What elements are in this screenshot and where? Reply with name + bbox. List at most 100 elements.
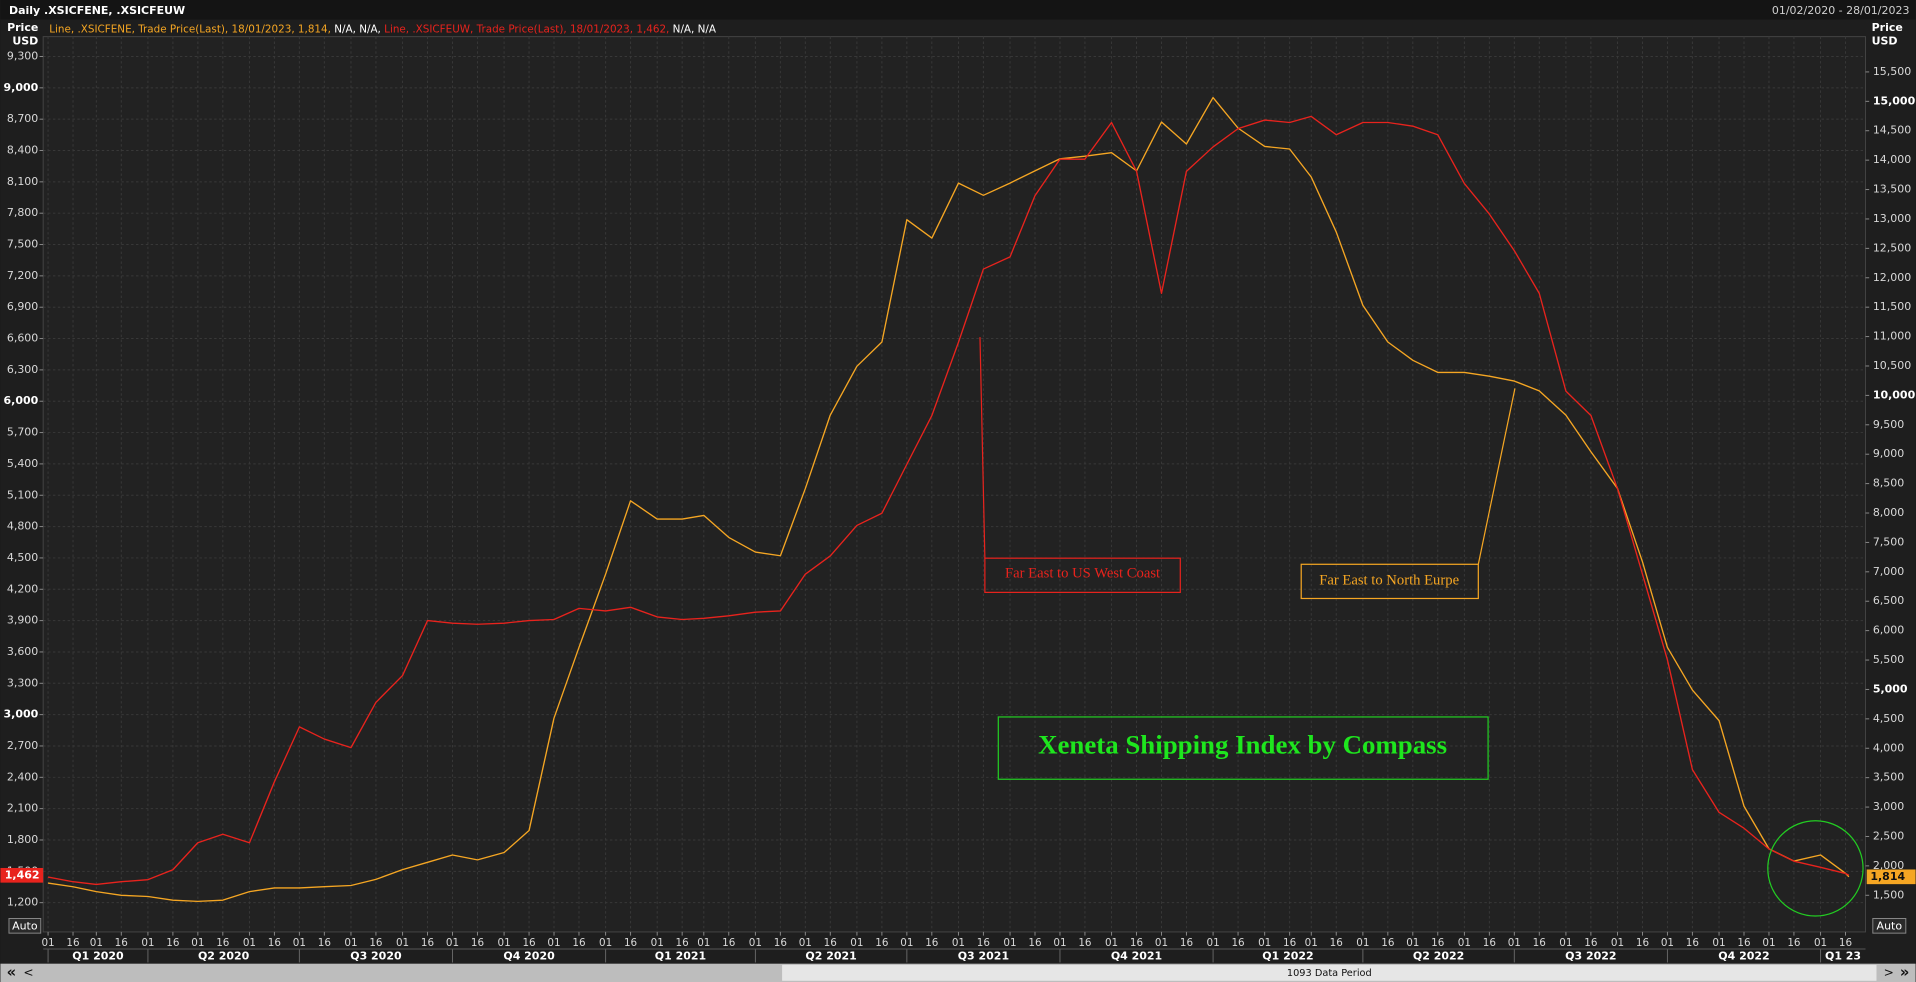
y2-axis-title: Price bbox=[1872, 21, 1903, 34]
auto-button-label[interactable]: Auto bbox=[12, 919, 38, 932]
legend: Line, .XSICFENE, Trade Price(Last), 18/0… bbox=[49, 23, 717, 35]
y2-tick-label: 13,000 bbox=[1873, 212, 1911, 225]
x-tick-label: 01 bbox=[1406, 937, 1419, 949]
x-tick-label: 16 bbox=[1584, 937, 1597, 949]
x-tick-label: 16 bbox=[268, 937, 281, 949]
annotation-connector bbox=[979, 337, 986, 559]
y2-tick-label: 8,500 bbox=[1873, 477, 1904, 490]
last-value-tag bbox=[0, 867, 44, 883]
scrollbar-thumb[interactable] bbox=[782, 964, 1877, 981]
y2-tick-label: 6,000 bbox=[1873, 624, 1904, 637]
y-tick-label: 3,600 bbox=[7, 645, 38, 658]
legend-entry: Line, .XSICFENE, Trade Price(Last), 18/0… bbox=[49, 23, 331, 35]
x-tick-label: 16 bbox=[1283, 937, 1296, 949]
x-tick-label: 16 bbox=[1839, 937, 1852, 949]
x-tick-label: 01 bbox=[1611, 937, 1624, 949]
y2-tick-label: 2,500 bbox=[1873, 829, 1904, 842]
quarter-label: Q3 2022 bbox=[1565, 949, 1616, 962]
x-tick-label: 16 bbox=[722, 937, 735, 949]
quarter-label: Q1 2020 bbox=[72, 949, 124, 962]
x-tick-label: 01 bbox=[396, 937, 409, 949]
y-tick-label: 5,700 bbox=[7, 426, 38, 439]
legend-suffix: N/A, N/A bbox=[673, 23, 717, 35]
x-tick-label: 01 bbox=[1458, 937, 1471, 949]
quarter-label: Q1 2022 bbox=[1262, 949, 1313, 962]
x-tick-label: 16 bbox=[369, 937, 382, 949]
x-tick-label: 16 bbox=[1636, 937, 1649, 949]
y-tick-label: 9,300 bbox=[7, 49, 38, 62]
y-tick-label: 2,700 bbox=[7, 739, 38, 752]
x-tick-label: 16 bbox=[66, 937, 79, 949]
y-tick-label: 5,400 bbox=[7, 457, 38, 470]
x-tick-label: 16 bbox=[1231, 937, 1244, 949]
x-tick-label: 16 bbox=[1737, 937, 1750, 949]
auto-button-label[interactable]: Auto bbox=[1877, 919, 1903, 932]
y2-tick-label: 14,500 bbox=[1873, 124, 1911, 137]
y-tick-label: 6,000 bbox=[4, 394, 39, 407]
x-tick-label: 01 bbox=[1814, 937, 1827, 949]
x-tick-label: 01 bbox=[599, 937, 612, 949]
y-tick-label: 4,500 bbox=[7, 551, 38, 564]
y2-tick-label: 3,000 bbox=[1873, 800, 1904, 813]
scrollbar-label: 1093 Data Period bbox=[1287, 968, 1372, 979]
annotation: Far East to North Eurpe bbox=[1319, 573, 1459, 589]
x-tick-label: 01 bbox=[1305, 937, 1318, 949]
x-tick-label: 01 bbox=[1661, 937, 1674, 949]
y-tick-label: 8,400 bbox=[7, 144, 38, 157]
annotation-box bbox=[1300, 563, 1479, 600]
scroll-last[interactable]: » bbox=[1900, 964, 1909, 981]
y-tick-label: 2,400 bbox=[7, 770, 38, 783]
x-tick-label: 01 bbox=[1508, 937, 1521, 949]
x-tick-label: 16 bbox=[1130, 937, 1143, 949]
scroll-prev[interactable]: < bbox=[23, 965, 33, 979]
y2-tick-label: 11,500 bbox=[1873, 300, 1911, 313]
x-tick-label: 01 bbox=[900, 937, 913, 949]
x-tick-label: 01 bbox=[799, 937, 812, 949]
y-tick-label: 7,500 bbox=[7, 238, 38, 251]
annotation: Xeneta Shipping Index by Compass bbox=[1038, 730, 1447, 760]
x-tick-label: 01 bbox=[1206, 937, 1219, 949]
x-tick-label: 16 bbox=[318, 937, 331, 949]
y2-tick-label: 14,000 bbox=[1873, 153, 1911, 166]
x-tick-label: 01 bbox=[497, 937, 510, 949]
scroll-next[interactable]: > bbox=[1884, 965, 1894, 979]
x-tick-label: 16 bbox=[421, 937, 434, 949]
x-tick-label: 01 bbox=[697, 937, 710, 949]
y2-tick-label: 4,500 bbox=[1873, 712, 1904, 725]
y-tick-label: 3,300 bbox=[7, 676, 38, 689]
x-tick-label: 16 bbox=[216, 937, 229, 949]
quarter-label: Q2 2020 bbox=[198, 949, 250, 962]
quarter-label: Q3 2021 bbox=[958, 949, 1009, 962]
y2-tick-label: 3,500 bbox=[1873, 771, 1904, 784]
y2-tick-label: 8,000 bbox=[1873, 506, 1904, 519]
x-tick-label: 01 bbox=[1155, 937, 1168, 949]
y2-tick-label: 6,500 bbox=[1873, 594, 1904, 607]
x-tick-label: 01 bbox=[446, 937, 459, 949]
x-tick-label: 01 bbox=[1712, 937, 1725, 949]
y2-tick-label: 11,000 bbox=[1873, 330, 1911, 343]
x-tick-label: 01 bbox=[141, 937, 154, 949]
annotation: Far East to US West Coast bbox=[1005, 565, 1160, 581]
quarter-label: Q4 2021 bbox=[1111, 949, 1162, 962]
y2-tick-label: 1,500 bbox=[1873, 888, 1904, 901]
quarter-label: Q4 2020 bbox=[503, 949, 555, 962]
quarter-label: Q1 23 bbox=[1825, 949, 1861, 962]
y-tick-label: 8,100 bbox=[7, 175, 38, 188]
auto-button[interactable] bbox=[8, 917, 42, 934]
auto-button[interactable] bbox=[1872, 917, 1907, 934]
last-value-label: 1,462 bbox=[5, 868, 40, 881]
x-tick-label: 16 bbox=[166, 937, 179, 949]
x-tick-label: 16 bbox=[925, 937, 938, 949]
y-tick-label: 3,000 bbox=[4, 708, 39, 721]
x-tick-label: 16 bbox=[824, 937, 837, 949]
x-tick-label: 16 bbox=[1028, 937, 1041, 949]
legend-entry: Line, .XSICFEUW, Trade Price(Last), 18/0… bbox=[384, 23, 669, 35]
x-tick-label: 01 bbox=[749, 937, 762, 949]
plot-layer: 01 16 01 16 01 16 01 16 01 16 01 16 01 16 01 16 01 16 01 16… bbox=[4, 36, 1916, 963]
scroll-first[interactable]: « bbox=[7, 964, 16, 981]
x-tick-label: 16 bbox=[977, 937, 990, 949]
y2-tick-label: 2,000 bbox=[1873, 859, 1904, 872]
x-tick-label: 01 bbox=[1003, 937, 1016, 949]
x-tick-label: 01 bbox=[191, 937, 204, 949]
